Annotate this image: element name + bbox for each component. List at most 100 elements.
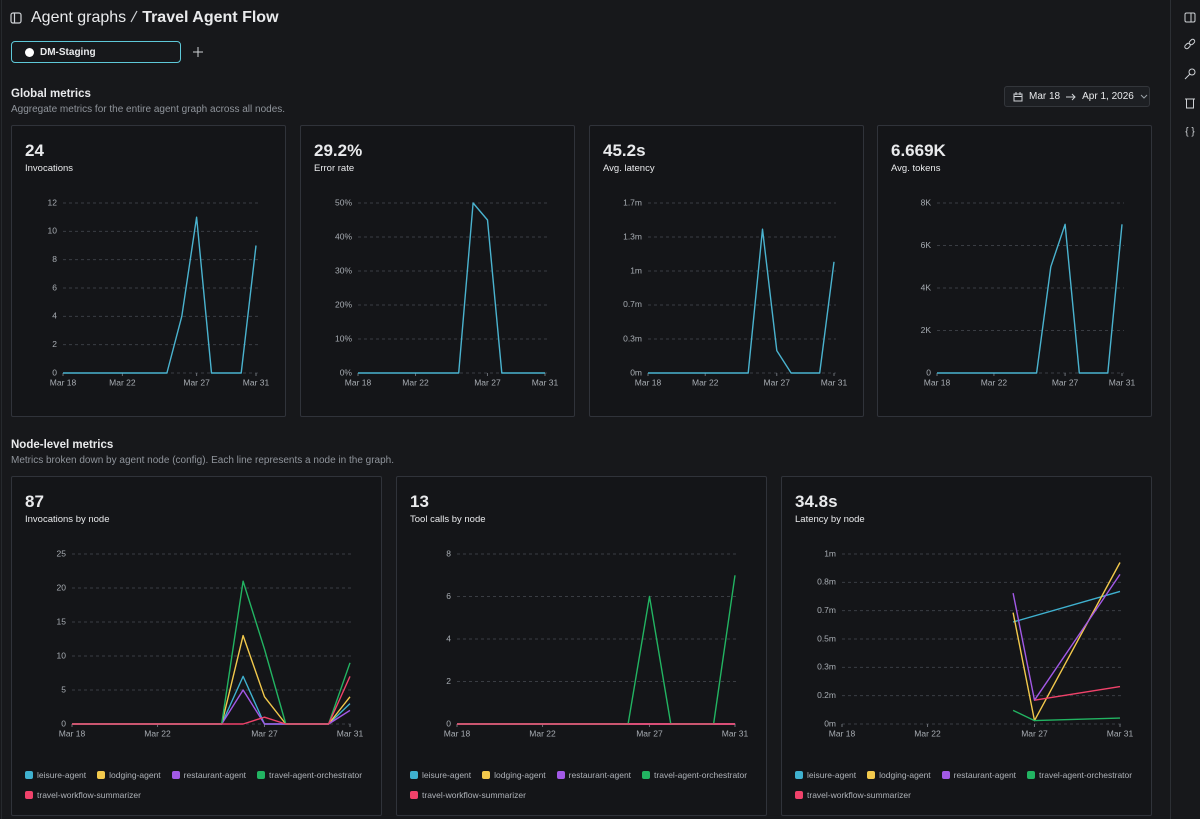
y-tick-label: 20% bbox=[335, 299, 352, 309]
metric-label: Invocations by node bbox=[25, 514, 110, 525]
y-tick-label: 1.7m bbox=[623, 197, 642, 207]
legend-swatch bbox=[556, 771, 565, 779]
y-tick-label: 50% bbox=[335, 197, 352, 207]
metric-value: 87 bbox=[25, 492, 44, 511]
x-tick-label: Mar 31 bbox=[722, 728, 749, 738]
x-tick-label: Mar 31 bbox=[532, 377, 559, 387]
legend-swatch bbox=[97, 771, 106, 779]
y-tick-label: 0 bbox=[926, 367, 931, 377]
legend-label: travel-agent-orchestrator bbox=[654, 770, 748, 780]
tab-label: DM-Staging bbox=[40, 46, 96, 58]
section-title: Global metrics bbox=[11, 88, 91, 100]
metric-card: 13 Tool calls by node 0 2 4 6 8 Mar 18 Mar 22 Mar… bbox=[396, 476, 767, 816]
x-tick-label: Mar 18 bbox=[444, 728, 471, 738]
chart: 0m 0.3m 0.7m 1m 1.3m 1.7m Mar 18 Mar 22 Mar 27 Ma… bbox=[623, 197, 848, 387]
y-tick-label: 5 bbox=[61, 684, 66, 694]
y-tick-label: 8K bbox=[921, 197, 932, 207]
x-tick-label: Mar 27 bbox=[636, 728, 663, 738]
legend-label: lodging-agent bbox=[494, 770, 546, 780]
date-start: Mar 18 bbox=[1029, 91, 1061, 102]
chart: 0% 10% 20% 30% 40% 50% Mar 18 Mar 22 Mar 27 Mar 3… bbox=[335, 197, 559, 387]
x-tick-label: Mar 22 bbox=[529, 728, 556, 738]
add-tab[interactable] bbox=[193, 47, 203, 57]
series-line bbox=[1012, 574, 1121, 701]
chevron bbox=[1140, 94, 1148, 99]
x-tick-label: Mar 18 bbox=[924, 377, 951, 387]
code-icon[interactable]: { } bbox=[1185, 127, 1195, 138]
legend: leisure-agent lodging-agent restaurant-age… bbox=[410, 770, 755, 800]
trash-icon[interactable] bbox=[1185, 98, 1195, 109]
x-tick-label: Mar 27 bbox=[474, 377, 501, 387]
metric-value: 6.669K bbox=[891, 141, 946, 160]
legend-label: lodging-agent bbox=[879, 770, 931, 780]
y-tick-label: 10 bbox=[48, 226, 58, 236]
legend-swatch bbox=[795, 771, 803, 779]
date-picker[interactable]: Mar 18 Apr 1, 2026 bbox=[1004, 86, 1150, 107]
x-tick-label: Mar 27 bbox=[251, 728, 278, 738]
metric-value: 13 bbox=[410, 492, 429, 511]
metric-label: Tool calls by node bbox=[410, 514, 486, 525]
x-tick-label: Mar 27 bbox=[1021, 728, 1048, 738]
key-icon[interactable] bbox=[1184, 68, 1196, 80]
y-tick-label: 20 bbox=[57, 582, 67, 592]
y-tick-label: 0m bbox=[824, 718, 836, 728]
x-tick-label: Mar 31 bbox=[1107, 728, 1134, 738]
y-tick-label: 1.3m bbox=[623, 231, 642, 241]
x-tick-label: Mar 31 bbox=[821, 377, 848, 387]
legend-label: leisure-agent bbox=[807, 770, 857, 780]
breadcrumb-link[interactable]: Agent graphs bbox=[31, 9, 127, 26]
metric-value: 29.2% bbox=[314, 141, 363, 160]
x-tick-label: Mar 22 bbox=[109, 377, 136, 387]
legend-label: travel-agent-orchestrator bbox=[269, 770, 363, 780]
page-title: Travel Agent Flow bbox=[142, 9, 279, 26]
legend-item: lodging-agent bbox=[867, 770, 931, 780]
y-tick-label: 4 bbox=[446, 633, 451, 643]
metric-label: Error rate bbox=[314, 163, 355, 174]
y-tick-label: 6 bbox=[52, 282, 57, 292]
metric-card: 45.2s Avg. latency 0m 0.3m 0.7m 1m 1.3m 1.7m Mar… bbox=[589, 125, 864, 417]
legend-label: lodging-agent bbox=[109, 770, 161, 780]
sidebar-border bbox=[1170, 0, 1171, 819]
chart: 0 5 10 15 20 25 Mar 18 Mar 22 Mar 27 Mar 31 bbox=[57, 548, 364, 738]
left-border bbox=[1, 0, 2, 819]
y-tick-label: 8 bbox=[52, 254, 57, 264]
legend-swatch bbox=[257, 771, 266, 779]
legend-swatch bbox=[410, 791, 418, 799]
panel-icon[interactable] bbox=[1184, 12, 1196, 23]
x-tick-label: Mar 22 bbox=[402, 377, 429, 387]
chart: 0 2 4 6 8 10 12 Mar 18 Mar 22 Mar 27 Mar 31 bbox=[48, 197, 270, 387]
legend-item: travel-workflow-summarizer bbox=[795, 790, 911, 800]
y-tick-label: 0 bbox=[446, 718, 451, 728]
x-tick-label: Mar 18 bbox=[50, 377, 77, 387]
series-line bbox=[648, 228, 835, 374]
calendar-icon bbox=[1013, 91, 1023, 101]
y-tick-label: 40% bbox=[335, 231, 352, 241]
section-title: Node-level metrics bbox=[11, 439, 114, 451]
legend-swatch bbox=[482, 771, 491, 779]
arrow-icon bbox=[1066, 93, 1076, 100]
x-tick-label: Mar 18 bbox=[59, 728, 86, 738]
y-tick-label: 6 bbox=[446, 591, 451, 601]
tab[interactable]: DM-Staging bbox=[11, 41, 181, 63]
y-tick-label: 4K bbox=[921, 282, 932, 292]
link-icon[interactable] bbox=[1184, 38, 1196, 50]
legend-swatch bbox=[867, 771, 876, 779]
series-line bbox=[63, 216, 257, 374]
x-tick-label: Mar 31 bbox=[1109, 377, 1136, 387]
legend-item: travel-agent-orchestrator bbox=[257, 770, 362, 780]
series-line bbox=[72, 689, 351, 725]
y-tick-label: 2 bbox=[52, 339, 57, 349]
y-tick-label: 0.2m bbox=[817, 690, 836, 700]
legend-swatch bbox=[25, 771, 33, 779]
legend-swatch bbox=[25, 791, 33, 799]
section-subtitle: Metrics broken down by agent node (confi… bbox=[11, 455, 395, 466]
series-line bbox=[358, 202, 545, 374]
y-tick-label: 0.3m bbox=[623, 333, 642, 343]
x-tick-label: Mar 22 bbox=[692, 377, 719, 387]
legend-label: travel-workflow-summarizer bbox=[37, 790, 141, 800]
x-tick-label: Mar 18 bbox=[829, 728, 856, 738]
svg-text:{ }: { } bbox=[1185, 127, 1195, 138]
panel-toggle[interactable] bbox=[10, 12, 22, 24]
x-tick-label: Mar 27 bbox=[1052, 377, 1079, 387]
